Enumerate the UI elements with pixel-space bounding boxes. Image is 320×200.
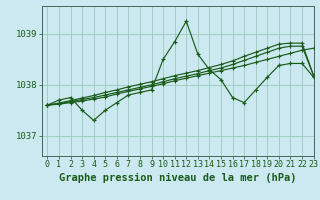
- X-axis label: Graphe pression niveau de la mer (hPa): Graphe pression niveau de la mer (hPa): [59, 173, 296, 183]
